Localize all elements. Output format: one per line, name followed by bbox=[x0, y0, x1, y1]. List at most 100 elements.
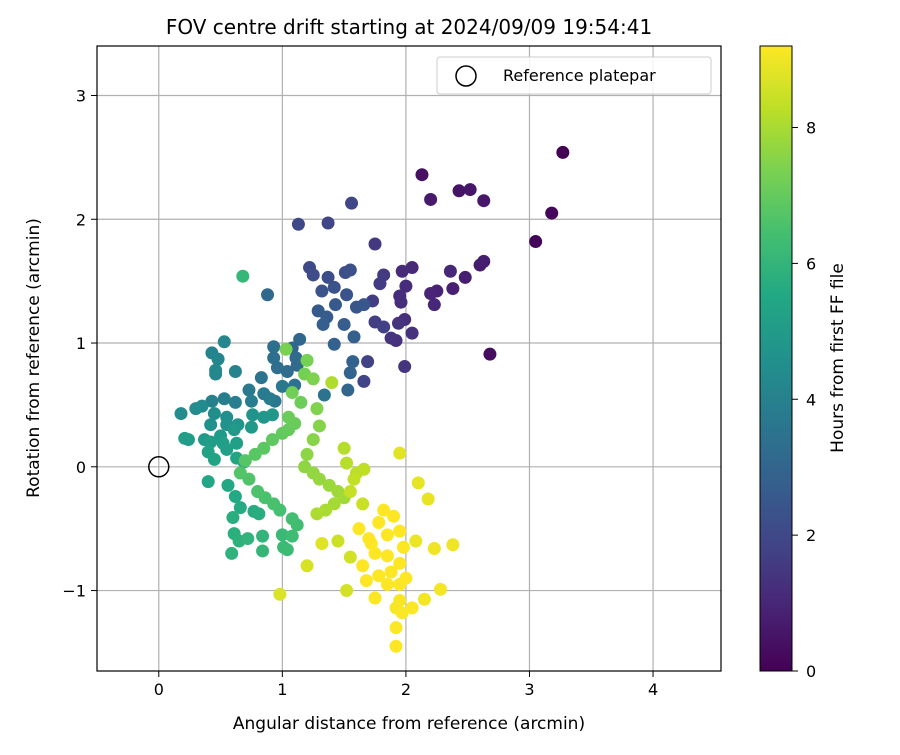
data-point bbox=[337, 317, 351, 331]
data-point bbox=[267, 340, 281, 354]
data-point bbox=[477, 254, 491, 268]
data-point bbox=[405, 326, 419, 340]
data-point bbox=[463, 183, 477, 197]
data-point bbox=[372, 515, 386, 529]
data-point bbox=[359, 574, 373, 588]
data-point bbox=[356, 559, 370, 573]
data-point bbox=[477, 194, 491, 208]
data-point bbox=[328, 298, 342, 312]
data-point bbox=[241, 532, 255, 546]
data-point bbox=[174, 407, 188, 421]
data-point bbox=[393, 556, 407, 570]
data-point bbox=[357, 374, 371, 388]
grid bbox=[97, 46, 721, 671]
data-point bbox=[340, 584, 354, 598]
data-point bbox=[427, 541, 441, 555]
data-point bbox=[357, 462, 371, 476]
data-point bbox=[209, 363, 223, 377]
data-point bbox=[327, 337, 341, 351]
data-point bbox=[405, 601, 419, 615]
data-point bbox=[279, 342, 293, 356]
data-point bbox=[345, 196, 359, 210]
data-point bbox=[424, 287, 438, 301]
legend-box bbox=[436, 56, 712, 95]
data-point bbox=[346, 355, 360, 369]
colorbar-label: Hours from first FF file bbox=[828, 263, 848, 453]
data-point bbox=[380, 549, 394, 563]
legend-marker-icon bbox=[455, 65, 477, 87]
data-point bbox=[384, 565, 398, 579]
data-point bbox=[225, 546, 239, 560]
data-point bbox=[312, 472, 326, 486]
data-point bbox=[275, 528, 289, 542]
data-point bbox=[321, 270, 335, 284]
data-point bbox=[446, 282, 460, 296]
data-point bbox=[263, 392, 277, 406]
data-point bbox=[256, 529, 270, 543]
data-point bbox=[242, 383, 256, 397]
colorbar: 0 2 4 6 8 Hours from first FF file bbox=[759, 45, 848, 681]
data-point bbox=[201, 475, 215, 489]
data-point bbox=[380, 577, 394, 591]
data-point bbox=[306, 433, 320, 447]
y-tick-label: −1 bbox=[62, 582, 86, 601]
data-point bbox=[398, 360, 412, 374]
data-point bbox=[372, 569, 386, 583]
y-axis-label: Rotation from reference (arcmin) bbox=[24, 218, 44, 498]
y-tick-label: 0 bbox=[76, 458, 86, 477]
data-point bbox=[221, 478, 235, 492]
data-point bbox=[399, 279, 413, 293]
y-tick-label: 2 bbox=[76, 210, 86, 229]
data-point bbox=[405, 261, 419, 275]
data-point bbox=[556, 145, 570, 159]
data-point bbox=[228, 364, 242, 378]
y-tick-label: 3 bbox=[76, 87, 86, 106]
colorbar-ticks: 0 2 4 6 8 bbox=[792, 119, 816, 681]
reference-platepar-marker bbox=[148, 456, 170, 478]
data-point bbox=[207, 407, 221, 421]
data-point bbox=[352, 522, 366, 536]
data-point bbox=[343, 263, 357, 277]
data-point bbox=[217, 335, 231, 349]
x-axis-label: Angular distance from reference (arcmin) bbox=[233, 714, 585, 734]
data-point bbox=[226, 511, 240, 525]
data-point bbox=[244, 420, 258, 434]
data-point bbox=[337, 441, 351, 455]
data-point bbox=[211, 352, 225, 366]
data-point bbox=[395, 606, 409, 620]
data-point bbox=[396, 540, 410, 554]
data-point bbox=[233, 466, 247, 480]
data-point bbox=[545, 206, 559, 220]
colorbar-tick-label: 6 bbox=[806, 254, 816, 273]
data-point bbox=[424, 192, 438, 206]
data-point bbox=[207, 452, 221, 466]
x-tick-label: 2 bbox=[401, 680, 411, 699]
data-point bbox=[380, 528, 394, 542]
y-axis-ticks: −1 0 1 2 3 bbox=[62, 87, 97, 601]
data-point bbox=[361, 355, 375, 369]
data-point bbox=[343, 550, 357, 564]
data-point bbox=[315, 284, 329, 298]
colorbar-tick-label: 0 bbox=[806, 662, 816, 681]
data-point bbox=[294, 395, 308, 409]
data-point bbox=[280, 543, 294, 557]
data-point bbox=[267, 351, 281, 365]
data-point bbox=[343, 366, 357, 380]
data-point bbox=[300, 447, 314, 461]
data-point bbox=[285, 512, 299, 526]
data-point bbox=[443, 264, 457, 278]
data-point bbox=[391, 316, 405, 330]
data-point bbox=[217, 392, 231, 406]
data-point bbox=[233, 501, 247, 515]
data-point bbox=[238, 454, 252, 468]
data-point bbox=[251, 485, 265, 499]
data-point bbox=[373, 277, 387, 291]
data-point bbox=[458, 270, 472, 284]
data-point bbox=[227, 423, 241, 437]
data-point bbox=[364, 537, 378, 551]
data-point bbox=[393, 524, 407, 538]
data-point bbox=[529, 235, 543, 249]
data-point bbox=[368, 591, 382, 605]
data-point bbox=[368, 546, 382, 560]
data-point bbox=[300, 353, 314, 367]
